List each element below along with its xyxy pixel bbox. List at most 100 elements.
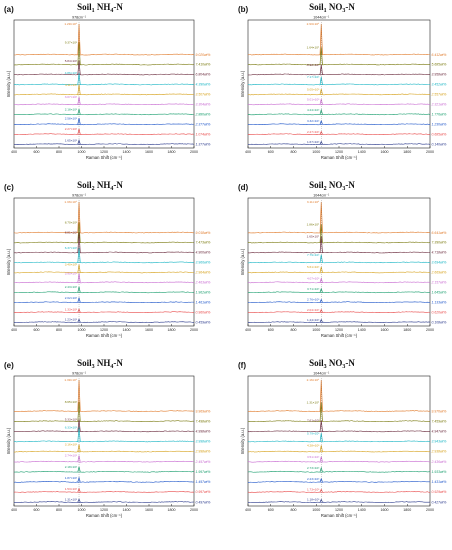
peak-intensity-label: 1.65×10⁴ — [307, 234, 320, 238]
series-line — [13, 440, 195, 443]
series-peak — [77, 23, 81, 55]
x-tick-label: 2000 — [190, 150, 198, 154]
peak-intensity-label: 2.93×10⁴ — [307, 22, 320, 26]
series-legend-label: 2.998wt% — [195, 450, 211, 454]
peak-intensity-label: 2.27×10³ — [65, 127, 77, 131]
x-tick-label: 600 — [34, 150, 40, 154]
series-legend-label: 3.507wt% — [196, 93, 211, 97]
title-species-sub: 3 — [342, 364, 345, 370]
series-legend-label: 7.410wt% — [196, 63, 211, 67]
series-line — [247, 113, 431, 116]
series-peak — [77, 273, 81, 283]
series-peak — [319, 498, 323, 503]
panel-label: (d) — [238, 183, 249, 192]
x-axis-label: Raman Shift (cm⁻¹) — [86, 513, 123, 518]
series-legend-label: 2.497wt% — [195, 460, 211, 464]
series-peak — [319, 266, 323, 273]
peak-intensity-label: 1.73×10³ — [307, 488, 319, 492]
series-legend-label: 4.718wt% — [432, 251, 447, 255]
x-tick-label: 1000 — [78, 328, 86, 332]
panel-label: (b) — [238, 5, 249, 14]
series-legend-label: 7.459wt% — [432, 419, 447, 423]
panel-title: Soil3 NH4-N — [77, 358, 123, 370]
x-tick-label: 400 — [245, 328, 251, 332]
series-legend-label: 3.958wt% — [432, 73, 447, 77]
series-line — [13, 481, 195, 483]
peak-intensity-label: 2.27×10³ — [307, 130, 319, 134]
peak-intensity-label: 4.24×10³ — [307, 108, 319, 112]
series-line — [247, 281, 431, 284]
series-peak — [319, 201, 323, 233]
x-tick-label: 2000 — [426, 328, 434, 332]
title-species-sub: 4 — [110, 186, 113, 192]
series-line — [247, 470, 431, 473]
x-tick-label: 1000 — [312, 150, 320, 154]
title-sub: 2 — [92, 186, 95, 192]
title-sub: 1 — [92, 8, 95, 14]
series-legend-label: 9.969wt% — [196, 409, 211, 413]
series-line — [247, 430, 431, 433]
x-tick-label: 1800 — [403, 328, 411, 332]
series-legend-label: 1.645wt% — [432, 290, 447, 294]
peak-intensity-label: 2.18×10³ — [65, 107, 77, 111]
series-legend-label: 6.641wt% — [432, 231, 447, 235]
series-legend-label: 1.230wt% — [432, 122, 447, 126]
x-axis-label: Raman Shift (cm⁻¹) — [321, 513, 358, 518]
peak-intensity-label: 2.23×10³ — [307, 477, 319, 481]
series-legend-label: 6.804wt% — [196, 73, 211, 77]
peak-intensity-label: 4.07×10³ — [307, 277, 319, 281]
peak-intensity-label: 1.67×10³ — [307, 140, 319, 144]
series-legend-label: 0.620wt% — [432, 310, 447, 314]
x-tick-label: 1400 — [123, 328, 131, 332]
series-legend-label: 3.694wt% — [432, 261, 447, 265]
x-axis-label: Raman Shift (cm⁻¹) — [86, 155, 123, 160]
peak-intensity-label: 2.16×10⁴ — [307, 378, 320, 382]
x-tick-label: 400 — [245, 150, 251, 154]
series-line — [247, 103, 431, 106]
title-main: Soil — [309, 180, 324, 190]
series-legend-label: 7.473wt% — [196, 241, 211, 245]
series-line — [247, 501, 431, 503]
title-tail: -N — [345, 358, 355, 368]
peak-intensity-label: 4.11×10³ — [65, 83, 77, 87]
series-line — [247, 440, 431, 443]
peak-intensity-label: 5.79×10³ — [307, 431, 319, 435]
series-line — [247, 481, 431, 483]
series-legend-label: 2.557wt% — [431, 93, 447, 97]
series-line — [247, 450, 431, 453]
y-axis-label: Intensity (a.u.) — [6, 248, 11, 275]
x-tick-label: 1200 — [335, 150, 343, 154]
series-line — [13, 143, 195, 145]
series-line — [13, 410, 195, 412]
series-line — [247, 420, 431, 423]
peak-intensity-label: 1.31×10⁴ — [307, 400, 320, 404]
title-sub: 1 — [324, 8, 327, 14]
series-peak — [319, 298, 323, 303]
peak-intensity-label: 8.81×10³ — [65, 230, 77, 234]
peak-intensity-label: 7.61×10³ — [307, 419, 319, 423]
peak-position-label: 1044cm⁻¹ — [313, 16, 330, 20]
x-tick-label: 1800 — [403, 150, 411, 154]
series-line — [247, 143, 431, 145]
series-line — [247, 123, 431, 126]
series-line — [247, 410, 431, 412]
peak-intensity-label: 8.65×10³ — [65, 400, 77, 404]
peak-intensity-label: 5.01×10³ — [307, 97, 319, 101]
y-axis-label: Intensity (a.u.) — [6, 427, 11, 454]
series-peak — [319, 420, 323, 432]
series-line — [247, 241, 431, 244]
peak-intensity-label: 3.32×10³ — [307, 119, 319, 123]
series-line — [13, 321, 195, 323]
series-line — [13, 241, 195, 244]
panel-e: (e) Soil3 NH4-N 400 600 800 1000 1200 1400 1600 1… — [4, 358, 210, 518]
peak-intensity-label: 9.37×10³ — [65, 40, 77, 44]
peak-intensity-label: 2.58×10³ — [65, 116, 77, 120]
series-peak — [319, 89, 323, 95]
series-legend-label: 0.929wt% — [432, 490, 447, 494]
title-species-sub: 4 — [110, 364, 113, 370]
series-line — [13, 291, 195, 294]
title-sub: 2 — [324, 186, 327, 192]
series-peak — [77, 96, 81, 105]
series-legend-label: 3.943wt% — [432, 440, 447, 444]
